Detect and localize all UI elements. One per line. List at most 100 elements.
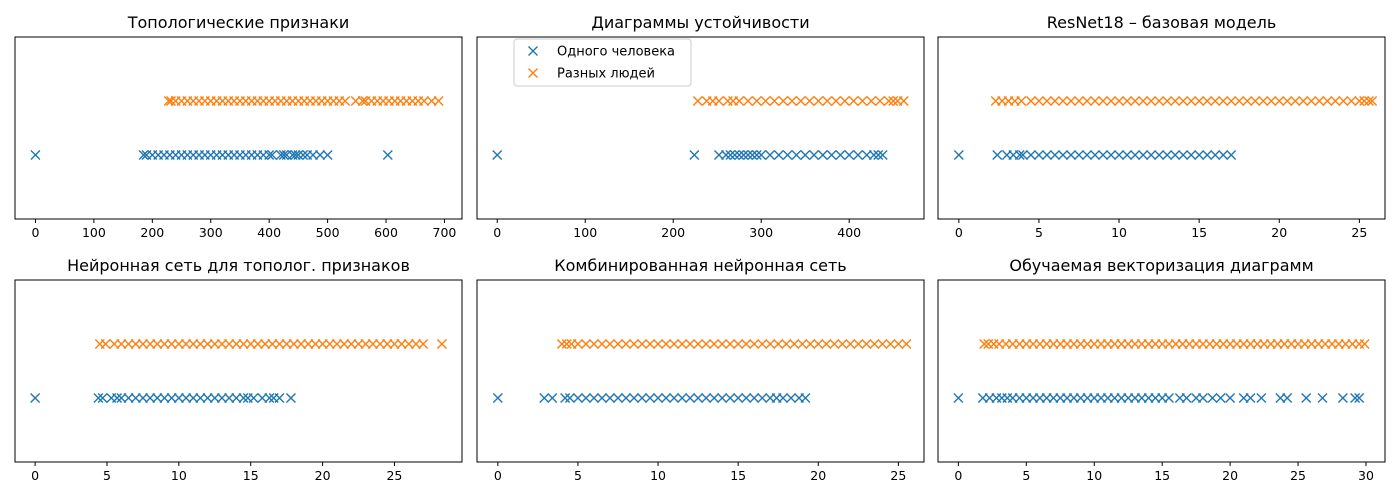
- data-point: [267, 339, 278, 349]
- data-point: [367, 339, 378, 349]
- data-point: [1359, 96, 1370, 106]
- data-point: [701, 393, 712, 403]
- legend-marker-icon: [528, 46, 538, 56]
- data-point: [350, 96, 361, 106]
- data-point: [743, 96, 754, 106]
- data-point: [375, 339, 386, 349]
- data-point: [353, 339, 364, 349]
- data-point: [556, 339, 567, 349]
- data-point: [877, 339, 888, 349]
- data-point: [829, 339, 840, 349]
- series-same-person: [30, 393, 296, 403]
- data-point: [539, 393, 550, 403]
- data-point: [1210, 96, 1221, 106]
- data-point: [786, 393, 797, 403]
- data-point: [953, 393, 964, 403]
- subplot-title: Комбинированная нейронная сеть: [554, 256, 846, 275]
- x-tick-label: 20: [1271, 225, 1287, 240]
- x-tick-label: 15: [243, 468, 259, 483]
- data-point: [317, 339, 328, 349]
- data-point: [202, 339, 213, 349]
- data-point: [163, 96, 174, 106]
- data-point: [1106, 150, 1117, 160]
- data-point: [166, 96, 177, 106]
- data-point: [1258, 96, 1269, 106]
- data-point: [1350, 393, 1361, 403]
- data-point: [224, 393, 235, 403]
- series-same-person: [492, 150, 888, 160]
- data-point: [1306, 96, 1317, 106]
- data-point: [725, 339, 736, 349]
- data-point: [1106, 96, 1117, 106]
- data-point: [195, 393, 206, 403]
- data-point: [1114, 150, 1125, 160]
- data-point: [564, 393, 575, 403]
- data-point: [238, 339, 249, 349]
- data-point: [604, 339, 615, 349]
- x-tick-label: 500: [316, 225, 340, 240]
- legend-label: Разных людей: [557, 67, 655, 82]
- subplot-title: Нейронная сеть для тополог. признаков: [67, 256, 410, 275]
- x-tick-label: 5: [1022, 468, 1030, 483]
- data-point: [787, 96, 798, 106]
- data-point: [1194, 150, 1205, 160]
- data-point: [1098, 96, 1109, 106]
- data-point: [1194, 96, 1205, 106]
- data-point: [873, 150, 884, 160]
- data-point: [693, 393, 704, 403]
- data-point: [1057, 150, 1068, 160]
- x-tick-label: 0: [954, 468, 962, 483]
- data-point: [760, 96, 771, 106]
- data-point: [1162, 150, 1173, 160]
- data-point: [145, 339, 156, 349]
- data-point: [560, 393, 571, 403]
- data-point: [296, 339, 307, 349]
- data-point: [188, 339, 199, 349]
- data-point: [826, 150, 837, 160]
- data-point: [713, 150, 724, 160]
- data-point: [1014, 150, 1025, 160]
- data-point: [741, 339, 752, 349]
- data-point: [1122, 150, 1133, 160]
- data-point: [418, 339, 429, 349]
- data-point: [1073, 96, 1084, 106]
- data-point: [837, 339, 848, 349]
- x-tick-label: 0: [31, 468, 39, 483]
- data-point: [281, 339, 292, 349]
- data-point: [1282, 393, 1293, 403]
- data-point: [357, 96, 368, 106]
- data-point: [979, 339, 990, 349]
- data-point: [216, 339, 227, 349]
- data-point: [1138, 96, 1149, 106]
- data-point: [1154, 96, 1165, 106]
- data-point: [145, 393, 156, 403]
- data-point: [596, 393, 607, 403]
- data-point: [637, 339, 648, 349]
- data-point: [1186, 150, 1197, 160]
- data-point: [426, 96, 437, 106]
- subplot-title: Обучаемая векторизация диаграмм: [1009, 256, 1313, 275]
- x-tick-label: 0: [955, 225, 963, 240]
- x-tick-label: 700: [433, 225, 457, 240]
- data-point: [709, 393, 720, 403]
- data-point: [685, 339, 696, 349]
- data-point: [734, 96, 745, 106]
- data-point: [116, 393, 127, 403]
- data-point: [166, 393, 177, 403]
- data-point: [789, 339, 800, 349]
- axes-frame: [14, 279, 463, 463]
- data-point: [669, 339, 680, 349]
- x-tick-label: 15: [1191, 225, 1207, 240]
- data-point: [492, 150, 503, 160]
- data-point: [419, 96, 430, 106]
- data-point: [1162, 96, 1173, 106]
- data-point: [1181, 393, 1192, 403]
- data-point: [264, 150, 275, 160]
- data-point: [188, 393, 199, 403]
- x-tick-label: 100: [573, 225, 597, 240]
- data-point: [869, 339, 880, 349]
- x-tick-label: 25: [890, 468, 906, 483]
- data-point: [701, 339, 712, 349]
- data-point: [1218, 96, 1229, 106]
- data-point: [1170, 96, 1181, 106]
